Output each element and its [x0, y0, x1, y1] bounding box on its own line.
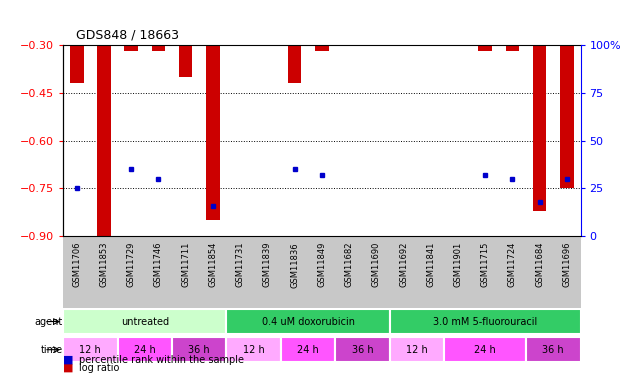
Text: GSM11853: GSM11853 [100, 242, 109, 288]
Text: GSM11849: GSM11849 [317, 242, 326, 287]
Text: 24 h: 24 h [297, 345, 319, 355]
Text: GSM11839: GSM11839 [263, 242, 272, 288]
Text: GSM11706: GSM11706 [72, 242, 81, 288]
Text: 12 h: 12 h [243, 345, 264, 355]
Text: GSM11729: GSM11729 [127, 242, 136, 287]
Bar [478, 45, 492, 51]
Bar [151, 45, 165, 51]
Text: 24 h: 24 h [134, 345, 156, 355]
Bar [179, 45, 192, 77]
Bar [172, 337, 227, 362]
Text: GSM11711: GSM11711 [181, 242, 190, 287]
Bar [390, 309, 581, 334]
Text: time: time [41, 345, 63, 355]
Bar [63, 309, 227, 334]
Bar [227, 309, 390, 334]
Text: GSM11684: GSM11684 [535, 242, 544, 288]
Bar [315, 45, 329, 51]
Text: GSM11901: GSM11901 [454, 242, 463, 287]
Text: untreated: untreated [121, 316, 169, 327]
Text: GSM11690: GSM11690 [372, 242, 380, 287]
Bar [288, 45, 302, 83]
Text: log ratio: log ratio [79, 363, 119, 373]
Bar [117, 337, 172, 362]
Text: 0.4 uM doxorubicin: 0.4 uM doxorubicin [262, 316, 355, 327]
Text: 3.0 mM 5-fluorouracil: 3.0 mM 5-fluorouracil [433, 316, 538, 327]
Text: GSM11692: GSM11692 [399, 242, 408, 287]
Text: 36 h: 36 h [189, 345, 210, 355]
Text: GSM11854: GSM11854 [208, 242, 217, 287]
Text: GSM11724: GSM11724 [508, 242, 517, 287]
Bar [281, 337, 336, 362]
Text: GSM11836: GSM11836 [290, 242, 299, 288]
Bar [560, 45, 574, 188]
Bar [227, 337, 281, 362]
Bar [124, 45, 138, 51]
Text: 12 h: 12 h [406, 345, 428, 355]
Bar [97, 45, 111, 236]
Text: agent: agent [35, 316, 63, 327]
Bar [63, 337, 117, 362]
Text: GSM11682: GSM11682 [345, 242, 353, 288]
Text: 36 h: 36 h [352, 345, 374, 355]
Text: percentile rank within the sample: percentile rank within the sample [79, 355, 244, 365]
Text: ■: ■ [63, 363, 74, 373]
Text: 12 h: 12 h [80, 345, 101, 355]
Text: 36 h: 36 h [543, 345, 564, 355]
Bar [70, 45, 83, 83]
Text: ■: ■ [63, 355, 74, 365]
Bar [533, 45, 546, 211]
Bar [526, 337, 581, 362]
Bar [444, 337, 526, 362]
Text: GSM11841: GSM11841 [427, 242, 435, 287]
Text: GSM11715: GSM11715 [481, 242, 490, 287]
Text: GSM11696: GSM11696 [562, 242, 572, 288]
Bar [336, 337, 390, 362]
Text: GDS848 / 18663: GDS848 / 18663 [76, 28, 179, 41]
Bar [206, 45, 220, 220]
Bar [505, 45, 519, 51]
Text: 24 h: 24 h [475, 345, 496, 355]
Text: GSM11746: GSM11746 [154, 242, 163, 288]
Bar [390, 337, 444, 362]
Text: GSM11731: GSM11731 [235, 242, 245, 288]
